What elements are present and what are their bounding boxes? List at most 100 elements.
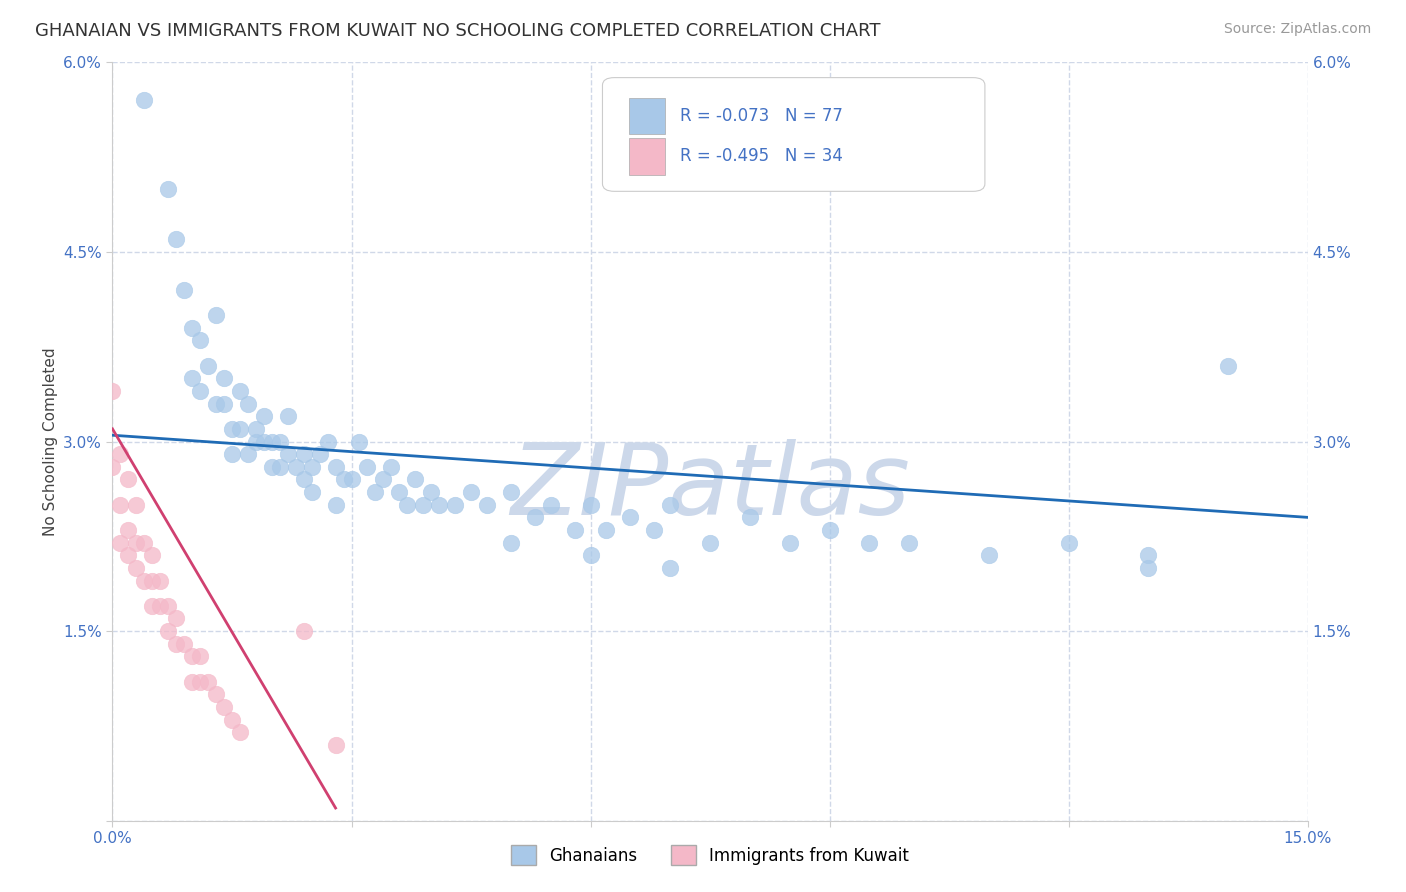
Point: [460, 485, 482, 500]
Point: [125, 535, 148, 549]
Point: [157, 624, 180, 639]
Point: [269, 434, 291, 449]
Point: [388, 485, 411, 500]
Point: [157, 599, 180, 613]
Point: [110, 447, 132, 461]
Point: [229, 384, 252, 398]
Point: [475, 498, 498, 512]
Point: [181, 649, 204, 664]
Point: [499, 485, 522, 500]
Point: [659, 561, 682, 575]
Point: [325, 498, 347, 512]
Point: [1137, 548, 1160, 563]
Point: [779, 535, 801, 549]
Point: [444, 498, 467, 512]
Text: R = -0.495   N = 34: R = -0.495 N = 34: [681, 147, 844, 165]
Point: [221, 422, 243, 436]
Point: [356, 459, 378, 474]
Point: [292, 624, 315, 639]
Point: [134, 574, 156, 588]
Point: [173, 637, 195, 651]
Point: [1216, 359, 1239, 373]
Point: [316, 434, 339, 449]
Point: [149, 599, 172, 613]
Point: [564, 523, 586, 537]
Point: [818, 523, 841, 537]
Point: [134, 535, 156, 549]
Point: [619, 510, 641, 524]
Point: [188, 334, 211, 348]
Point: [325, 459, 347, 474]
Point: [396, 498, 419, 512]
Point: [221, 447, 243, 461]
Point: [181, 371, 204, 385]
Point: [404, 473, 426, 487]
Point: [141, 599, 163, 613]
Point: [181, 674, 204, 689]
Point: [212, 371, 235, 385]
Point: [110, 535, 132, 549]
Point: [197, 359, 219, 373]
Point: [364, 485, 387, 500]
Point: [188, 384, 211, 398]
Point: [277, 447, 299, 461]
Text: ZIPatlas: ZIPatlas: [510, 439, 910, 535]
Point: [427, 498, 450, 512]
Point: [117, 473, 139, 487]
Point: [245, 434, 267, 449]
Point: [325, 738, 347, 752]
Point: [659, 498, 682, 512]
Point: [157, 182, 180, 196]
Point: [205, 396, 228, 410]
Point: [205, 687, 228, 701]
Point: [412, 498, 434, 512]
Point: [380, 459, 402, 474]
Point: [110, 498, 132, 512]
FancyBboxPatch shape: [628, 138, 665, 175]
Point: [141, 548, 163, 563]
FancyBboxPatch shape: [628, 98, 665, 135]
Point: [340, 473, 363, 487]
Point: [579, 548, 602, 563]
Point: [260, 459, 283, 474]
Point: [141, 574, 163, 588]
Point: [165, 611, 187, 625]
Point: [212, 699, 235, 714]
Point: [699, 535, 721, 549]
Point: [292, 447, 315, 461]
Text: R = -0.073   N = 77: R = -0.073 N = 77: [681, 107, 844, 125]
Point: [269, 459, 291, 474]
Point: [236, 396, 259, 410]
Y-axis label: No Schooling Completed: No Schooling Completed: [42, 347, 58, 536]
Point: [301, 459, 323, 474]
Point: [253, 409, 276, 424]
Point: [205, 308, 228, 322]
Point: [523, 510, 546, 524]
Point: [373, 473, 395, 487]
Point: [977, 548, 1000, 563]
Point: [125, 561, 148, 575]
Point: [229, 725, 252, 739]
Legend: Ghanaians, Immigrants from Kuwait: Ghanaians, Immigrants from Kuwait: [510, 845, 910, 865]
Point: [595, 523, 617, 537]
Point: [188, 649, 211, 664]
Point: [165, 232, 187, 246]
Point: [117, 548, 139, 563]
Point: [221, 713, 243, 727]
Point: [579, 498, 602, 512]
Point: [499, 535, 522, 549]
Point: [212, 396, 235, 410]
Point: [197, 674, 219, 689]
Point: [229, 422, 252, 436]
Text: GHANAIAN VS IMMIGRANTS FROM KUWAIT NO SCHOOLING COMPLETED CORRELATION CHART: GHANAIAN VS IMMIGRANTS FROM KUWAIT NO SC…: [35, 22, 880, 40]
Point: [101, 459, 124, 474]
Point: [858, 535, 880, 549]
Text: Source: ZipAtlas.com: Source: ZipAtlas.com: [1223, 22, 1371, 37]
Point: [134, 93, 156, 107]
Point: [332, 473, 354, 487]
Point: [738, 510, 761, 524]
Point: [540, 498, 562, 512]
Point: [292, 473, 315, 487]
Point: [149, 574, 172, 588]
Point: [188, 674, 211, 689]
